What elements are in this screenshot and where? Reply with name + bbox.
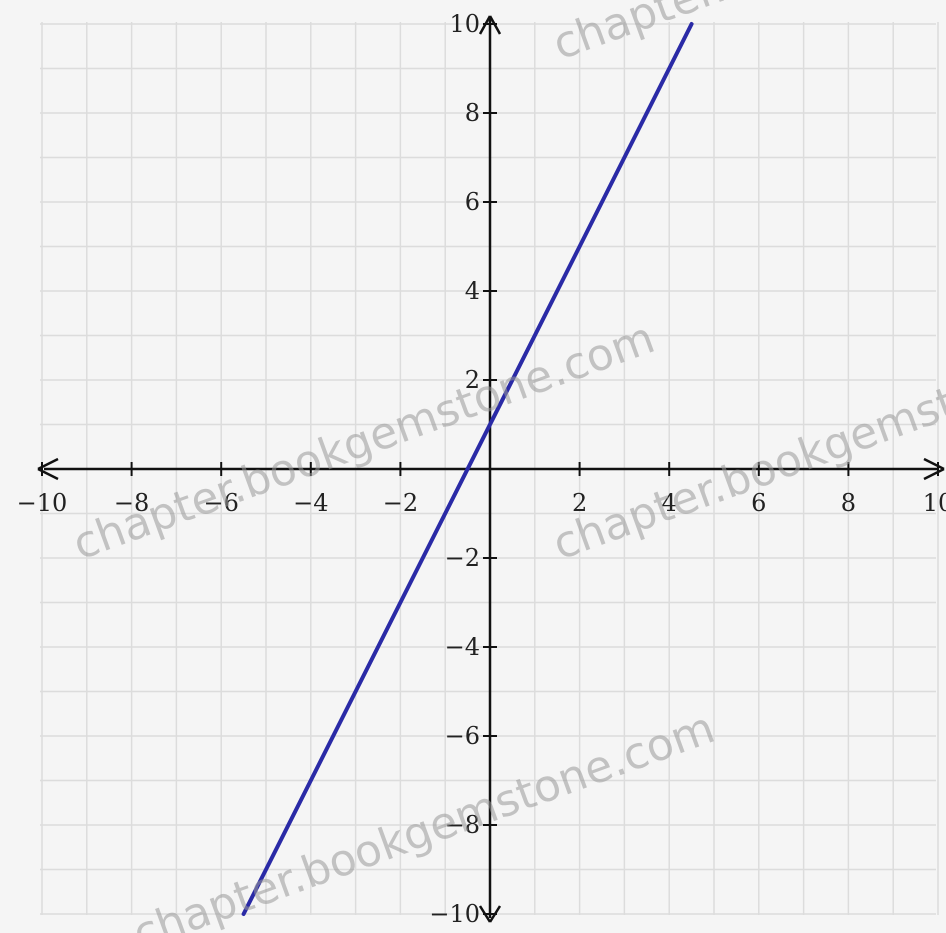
x-tick-label: −8 bbox=[114, 489, 149, 517]
y-tick-label: −10 bbox=[429, 900, 480, 928]
y-tick-label: −6 bbox=[445, 722, 480, 750]
series-group bbox=[241, 22, 694, 916]
x-tick-label: −4 bbox=[293, 489, 328, 517]
watermark-text: chapter.bookgemstone.com bbox=[126, 702, 721, 933]
x-axis-arrow-right-icon bbox=[923, 457, 945, 481]
y-tick-label: 8 bbox=[465, 99, 480, 127]
y-tick-label: 4 bbox=[465, 277, 480, 305]
x-tick-label: 6 bbox=[751, 489, 766, 517]
y-tick-label: 10 bbox=[449, 10, 480, 38]
x-tick-label: 8 bbox=[841, 489, 856, 517]
y-tick-label: 2 bbox=[465, 366, 480, 394]
y-tick-label: −4 bbox=[445, 633, 480, 661]
x-tick-label: −2 bbox=[383, 489, 418, 517]
y-tick-label: −2 bbox=[445, 544, 480, 572]
x-tick-label: 4 bbox=[662, 489, 677, 517]
x-tick-label: −10 bbox=[17, 489, 68, 517]
watermark-text: chapter.bookgemstone.com bbox=[546, 0, 946, 70]
y-tick-label: 6 bbox=[465, 188, 480, 216]
x-tick-label: 10 bbox=[923, 489, 946, 517]
x-tick-label: −6 bbox=[204, 489, 239, 517]
watermark-group: chapter.bookgemstone.com chapter.bookgems… bbox=[66, 0, 946, 933]
ticks: −10 −8 −6 −4 −2 2 4 6 8 10 −10 −8 −6 −4 −2 2 4 6 8 10 bbox=[17, 10, 946, 928]
y-tick-label: −8 bbox=[445, 811, 480, 839]
x-tick-label: 2 bbox=[572, 489, 587, 517]
series-line bbox=[241, 22, 694, 916]
